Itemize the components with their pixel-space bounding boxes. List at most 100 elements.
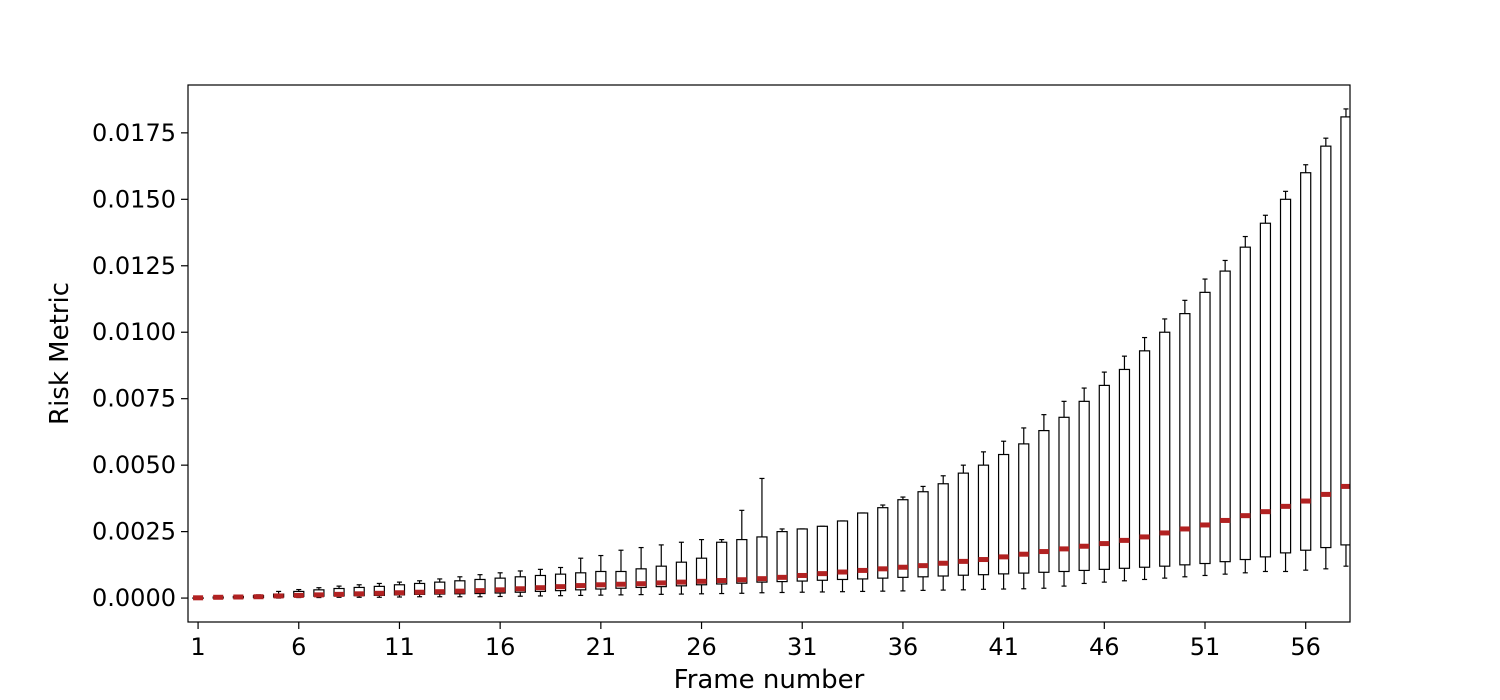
box-iqr <box>1159 331 1171 567</box>
box-frame-27 <box>716 538 728 595</box>
box-iqr <box>997 453 1010 575</box>
box-frame-29 <box>756 477 768 594</box>
box-frame-38 <box>937 475 949 591</box>
x-axis-label: Frame number <box>674 665 865 695</box>
x-tick-label: 1 <box>190 633 205 661</box>
box-iqr <box>1320 145 1332 549</box>
box-frame-36 <box>897 496 909 592</box>
box-iqr <box>494 577 506 594</box>
box-frame-14 <box>454 576 466 598</box>
y-tick-label: 0.0000 <box>92 584 176 612</box>
x-tick-label: 21 <box>586 633 617 661</box>
box-iqr <box>1118 368 1131 569</box>
y-tick-label: 0.0175 <box>92 119 176 147</box>
box-iqr <box>1179 313 1191 566</box>
box-iqr <box>716 541 728 585</box>
x-axis-ticks: 1 6 11 16 21 26 31 36 41 46 51 56 <box>190 622 1321 661</box>
box-frame-31 <box>796 528 808 593</box>
box-iqr <box>1018 443 1030 574</box>
x-tick-label: 46 <box>1089 633 1120 661</box>
plot-area-frame <box>187 84 1351 623</box>
x-tick-label: 16 <box>485 633 516 661</box>
box-frame-58 <box>1340 108 1350 567</box>
box-frame-15 <box>474 574 486 598</box>
box-iqr <box>474 578 486 595</box>
box-frame-18 <box>534 568 547 597</box>
y-axis-ticks: 0.0000 0.0025 0.0050 0.0075 0.0100 0.0125 0.01… <box>92 119 188 612</box>
box-frame-16 <box>494 572 506 598</box>
box-iqr <box>554 573 567 592</box>
y-tick-label: 0.0025 <box>92 518 176 546</box>
x-tick-label: 31 <box>787 633 818 661</box>
box-iqr <box>1058 416 1070 573</box>
box-iqr <box>595 570 607 590</box>
box-iqr <box>575 572 587 591</box>
box-series <box>192 108 1350 600</box>
box-iqr <box>635 568 647 589</box>
box-iqr <box>454 580 466 595</box>
box-frame-20 <box>575 557 587 597</box>
box-iqr <box>1038 429 1050 573</box>
box-frame-41 <box>997 440 1010 590</box>
box-iqr <box>796 528 808 582</box>
box-frame-54 <box>1259 214 1272 573</box>
box-iqr <box>615 570 627 589</box>
box-iqr <box>675 561 688 587</box>
box-frame-49 <box>1159 318 1171 579</box>
box-frame-23 <box>635 546 647 596</box>
box-frame-17 <box>514 570 526 597</box>
x-tick-label: 56 <box>1290 633 1321 661</box>
box-iqr <box>514 576 526 593</box>
box-frame-45 <box>1078 387 1090 585</box>
box-frame-46 <box>1098 371 1110 583</box>
box-frame-47 <box>1118 355 1131 582</box>
y-axis-label: Risk Metric <box>45 282 75 425</box>
box-iqr <box>776 531 788 583</box>
x-tick-label: 11 <box>384 633 415 661</box>
box-frame-40 <box>977 451 990 590</box>
y-tick-label: 0.0125 <box>92 252 176 280</box>
x-tick-label: 51 <box>1190 633 1221 661</box>
x-tick-label: 26 <box>686 633 717 661</box>
box-frame-37 <box>917 485 929 591</box>
median-series <box>193 483 1350 601</box>
box-iqr <box>816 525 829 581</box>
x-tick-label: 36 <box>888 633 919 661</box>
box-iqr <box>736 538 748 584</box>
box-frame-53 <box>1239 235 1251 574</box>
box-frame-34 <box>857 512 869 593</box>
box-frame-32 <box>816 525 829 593</box>
box-frame-25 <box>675 541 688 595</box>
box-frame-51 <box>1199 278 1211 577</box>
x-tick-label: 41 <box>988 633 1019 661</box>
box-iqr <box>1279 198 1292 554</box>
box-iqr <box>1098 384 1110 570</box>
box-iqr <box>1219 270 1231 563</box>
y-tick-label: 0.0075 <box>92 385 176 413</box>
box-iqr <box>977 464 990 576</box>
box-frame-30 <box>776 528 788 594</box>
box-iqr <box>1340 116 1350 546</box>
box-iqr <box>1239 246 1251 561</box>
box-frame-44 <box>1058 400 1070 587</box>
y-tick-label: 0.0150 <box>92 185 176 213</box>
box-iqr <box>957 472 969 576</box>
box-frame-43 <box>1038 414 1050 589</box>
box-frame-28 <box>736 509 748 594</box>
box-iqr <box>655 565 667 588</box>
box-frame-39 <box>957 464 969 591</box>
box-frame-55 <box>1279 190 1292 573</box>
box-frame-50 <box>1179 299 1191 578</box>
box-frame-57 <box>1320 137 1332 570</box>
box-frame-56 <box>1300 164 1312 571</box>
box-frame-26 <box>695 538 708 595</box>
y-tick-label: 0.0100 <box>92 318 176 346</box>
box-iqr <box>857 512 869 580</box>
box-frame-35 <box>877 504 889 592</box>
box-iqr <box>1078 400 1090 572</box>
x-tick-label: 6 <box>291 633 306 661</box>
box-iqr <box>695 557 708 586</box>
box-iqr <box>836 520 849 581</box>
box-iqr <box>877 507 889 579</box>
